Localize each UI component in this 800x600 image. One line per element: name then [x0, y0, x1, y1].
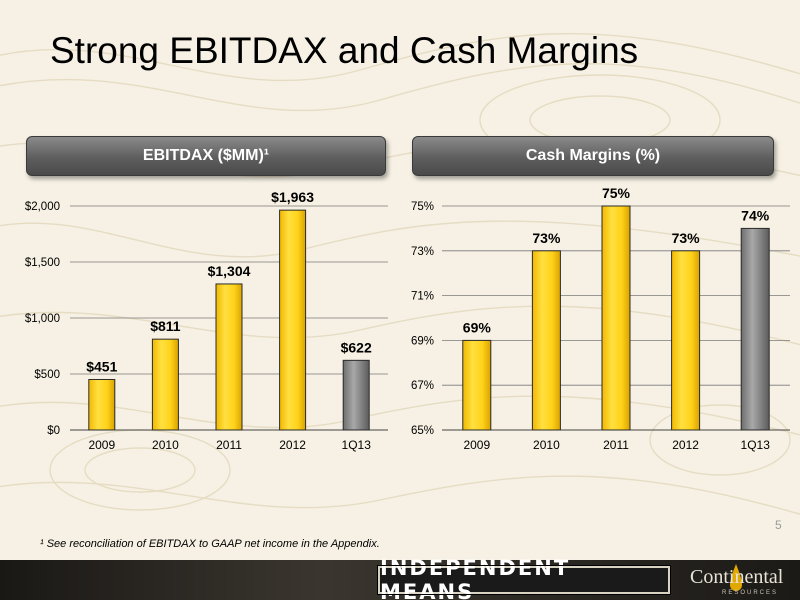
- cash-margin-bar: [462, 339, 492, 431]
- page-number: 5: [775, 518, 782, 532]
- page-title: Strong EBITDAX and Cash Margins: [50, 30, 639, 71]
- ebitdax-category-label: 1Q13: [342, 438, 372, 452]
- cash-margin-data-label: 75%: [602, 185, 631, 201]
- footnote: ¹ See reconciliation of EBITDAX to GAAP …: [40, 538, 380, 550]
- ebitdax-header: EBITDAX ($MM)¹: [26, 136, 386, 176]
- ebitdax-ytick-label: $500: [34, 369, 60, 381]
- cash-margin-bar: [601, 205, 631, 431]
- cash-margins-header: Cash Margins (%): [412, 136, 774, 176]
- cash-margin-category-label: 2011: [603, 438, 629, 452]
- ebitdax-bar: [342, 359, 370, 431]
- resources-logo-text: RESOURCES: [722, 590, 779, 596]
- independent-means-banner: INDEPENDENT MEANS: [377, 556, 671, 600]
- cash-margin-ytick-label: 69%: [411, 335, 434, 347]
- ebitdax-data-label: $451: [86, 358, 117, 374]
- ebitdax-bar: [215, 283, 243, 431]
- cash-margin-category-label: 2010: [533, 438, 560, 452]
- footer-bar: INDEPENDENT MEANS Continental RESOURCES: [0, 556, 800, 600]
- cash-margin-bar: [740, 227, 770, 431]
- cash-margins-chart: 65% 67% 69% 71% 73% 75% 69% 2009 73% 2010 75% 2011 7…: [411, 185, 790, 452]
- cash-margin-ytick-label: 71%: [411, 291, 434, 303]
- ebitdax-bar: [88, 378, 116, 431]
- cash-margin-ytick-label: 65%: [411, 425, 434, 437]
- ebitdax-category-label: 2009: [88, 438, 115, 452]
- ebitdax-data-label: $622: [341, 339, 372, 355]
- cash-margin-category-label: 2009: [463, 438, 490, 452]
- cash-margin-ytick-label: 75%: [411, 201, 434, 213]
- ebitdax-category-label: 2010: [152, 438, 179, 452]
- ebitdax-ytick-label: $1,500: [25, 257, 60, 269]
- cash-margin-bar: [671, 250, 701, 431]
- ebitdax-category-label: 2012: [279, 438, 306, 452]
- cash-margin-data-label: 74%: [741, 207, 770, 223]
- ebitdax-bar: [151, 338, 179, 431]
- ebitdax-data-label: $811: [150, 318, 181, 334]
- cash-margin-category-label: 2012: [672, 438, 699, 452]
- ebitdax-data-label: $1,963: [271, 189, 314, 205]
- cash-margin-data-label: 69%: [463, 319, 492, 335]
- ebitdax-bar: [279, 209, 307, 431]
- ebitdax-ytick-label: $1,000: [25, 313, 60, 325]
- cash-margin-data-label: 73%: [672, 230, 701, 246]
- cash-margin-data-label: 73%: [532, 230, 561, 246]
- oil-drop-icon: [730, 564, 742, 591]
- ebitdax-chart: $0 $500 $1,000 $1,500 $2,000 $451 2009 $811 2010…: [25, 189, 388, 452]
- cash-margin-ytick-label: 67%: [411, 380, 434, 392]
- cash-margin-category-label: 1Q13: [741, 438, 771, 452]
- cash-margin-ytick-label: 73%: [411, 246, 434, 258]
- ebitdax-category-label: 2011: [216, 438, 242, 452]
- ebitdax-data-label: $1,304: [208, 263, 251, 279]
- ebitdax-ytick-label: $2,000: [25, 201, 60, 213]
- ebitdax-ytick-label: $0: [47, 425, 60, 437]
- continental-logo: Continental: [690, 566, 784, 588]
- cash-margin-bar: [531, 250, 561, 431]
